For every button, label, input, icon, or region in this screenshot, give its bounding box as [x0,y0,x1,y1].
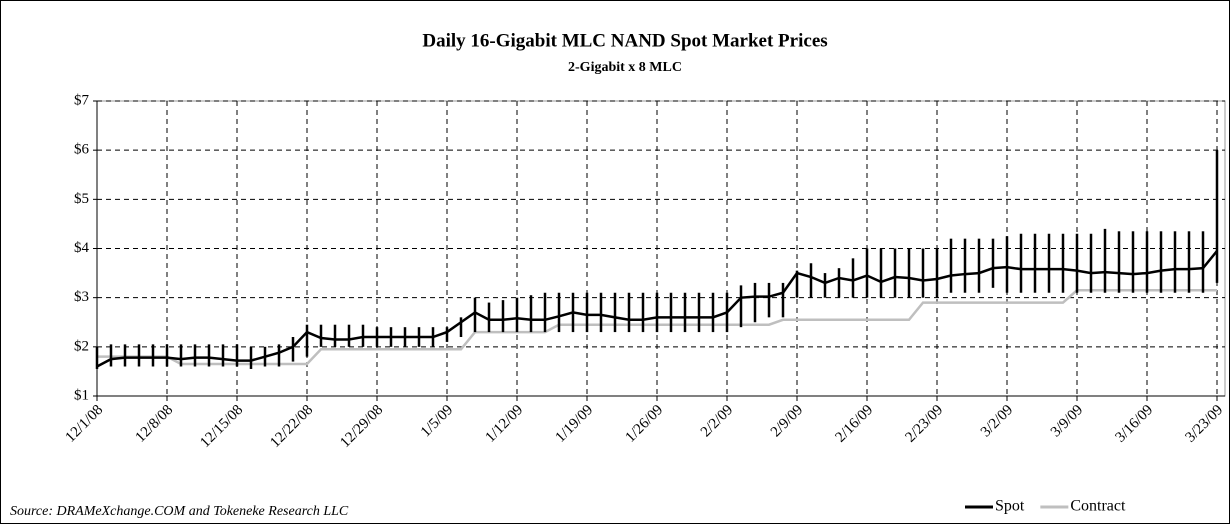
y-tick-label: $4 [74,240,90,256]
y-tick-label: $3 [74,289,89,305]
series-line [96,250,1218,368]
legend-label: Spot [995,498,1025,515]
y-tick-label: $7 [74,92,90,108]
y-tick-label: $2 [74,338,89,354]
chart-subtitle: 2-Gigabit x 8 MLC [568,60,682,75]
legend-label: Contract [1070,498,1126,515]
y-tick-label: $5 [74,191,89,207]
chart-title: Daily 16-Gigabit MLC NAND Spot Market Pr… [422,30,827,51]
source-note: Source: DRAMeXchange.COM and Tokeneke Re… [10,504,349,519]
y-tick-label: $6 [74,142,90,158]
y-tick-label: $1 [74,387,89,403]
